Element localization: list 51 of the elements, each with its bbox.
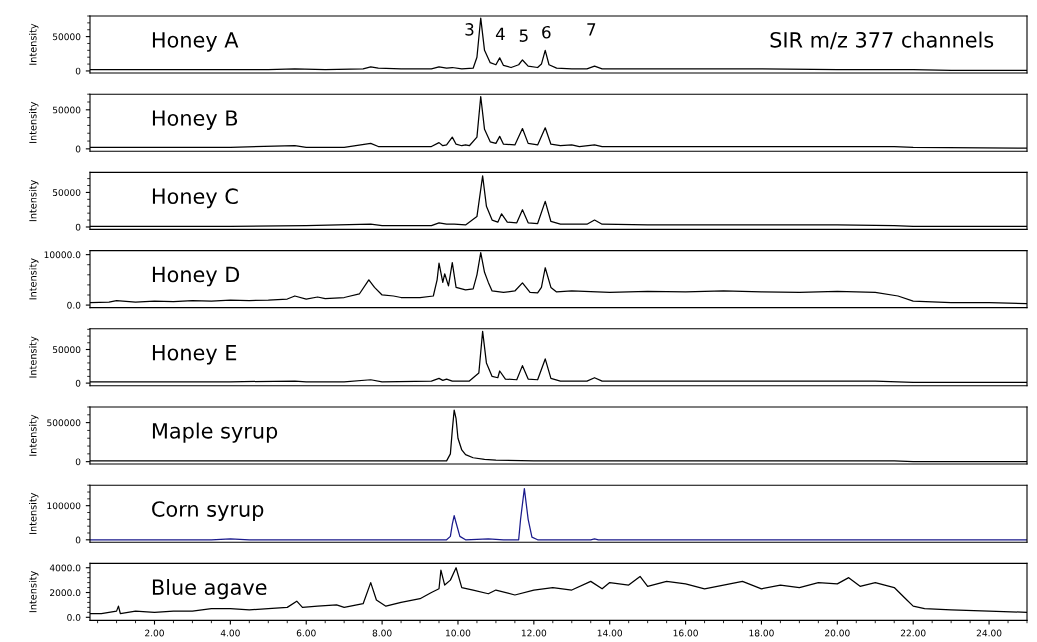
text: Honey E xyxy=(152,345,237,365)
y-tick-label: 0 xyxy=(75,536,81,544)
text: Corn syrup xyxy=(152,501,264,521)
y-tick-label: 0 xyxy=(75,223,81,231)
y-tick-label: 0.0 xyxy=(67,614,81,621)
x-tick-label: 8.00 xyxy=(372,629,392,637)
y-axis-title: Intensity xyxy=(29,336,39,378)
y-tick-label: 50000 xyxy=(52,106,81,114)
annotation: SIR m/z 377 channels xyxy=(770,31,994,50)
y-axis-title: Intensity xyxy=(29,571,39,613)
x-tick-label: 16.00 xyxy=(673,629,698,637)
x-tick-label: 4.00 xyxy=(220,629,240,637)
x-tick-label: 20.00 xyxy=(825,629,850,637)
y-tick-label: 0 xyxy=(75,145,81,153)
y-axis-title: Intensity xyxy=(29,23,39,65)
text: Maple syrup xyxy=(152,422,278,443)
y-tick-label: 50000 xyxy=(52,33,81,41)
y-tick-label: 50000 xyxy=(52,346,81,354)
text: Honey A xyxy=(152,32,239,52)
text: Blue agave xyxy=(152,578,267,600)
y-tick-label: 500000 xyxy=(47,419,81,427)
x-tick-label: 2.00 xyxy=(145,629,164,637)
annotation: 6 xyxy=(542,25,551,39)
annotation: 5 xyxy=(519,29,528,42)
x-tick-label: 18.00 xyxy=(749,629,774,637)
y-tick-label: 0.0 xyxy=(67,301,81,309)
y-tick-label: 0 xyxy=(75,458,81,466)
annotation: 3 xyxy=(465,23,474,36)
annotation: 7 xyxy=(587,23,596,36)
y-tick-label: 50000 xyxy=(52,189,81,196)
y-tick-label: 0 xyxy=(75,67,81,75)
x-tick-label: 22.00 xyxy=(900,629,926,637)
y-axis-title: Intensity xyxy=(29,180,39,222)
annotation: 4 xyxy=(495,27,505,40)
y-axis-title: Intensity xyxy=(29,101,39,143)
x-tick-label: 6.00 xyxy=(296,629,316,637)
y-tick-label: 4000.0 xyxy=(49,564,81,572)
x-tick-label: 10.00 xyxy=(446,629,471,637)
x-tick-label: 14.00 xyxy=(597,629,623,637)
text: Honey B xyxy=(152,110,238,130)
y-axis-title: Intensity xyxy=(29,492,39,534)
x-tick-label: 24.00 xyxy=(976,629,1002,637)
text: Honey C xyxy=(152,188,238,209)
x-tick-label: 12.00 xyxy=(521,629,547,637)
y-axis-title: Intensity xyxy=(29,258,39,300)
y-tick-label: 2000.0 xyxy=(50,589,81,597)
y-tick-label: 0 xyxy=(75,379,81,387)
text: Honey D xyxy=(152,266,240,287)
y-axis-title: Intensity xyxy=(29,414,39,456)
y-tick-label: 10000.0 xyxy=(44,251,81,259)
y-tick-label: 100000 xyxy=(47,502,81,510)
